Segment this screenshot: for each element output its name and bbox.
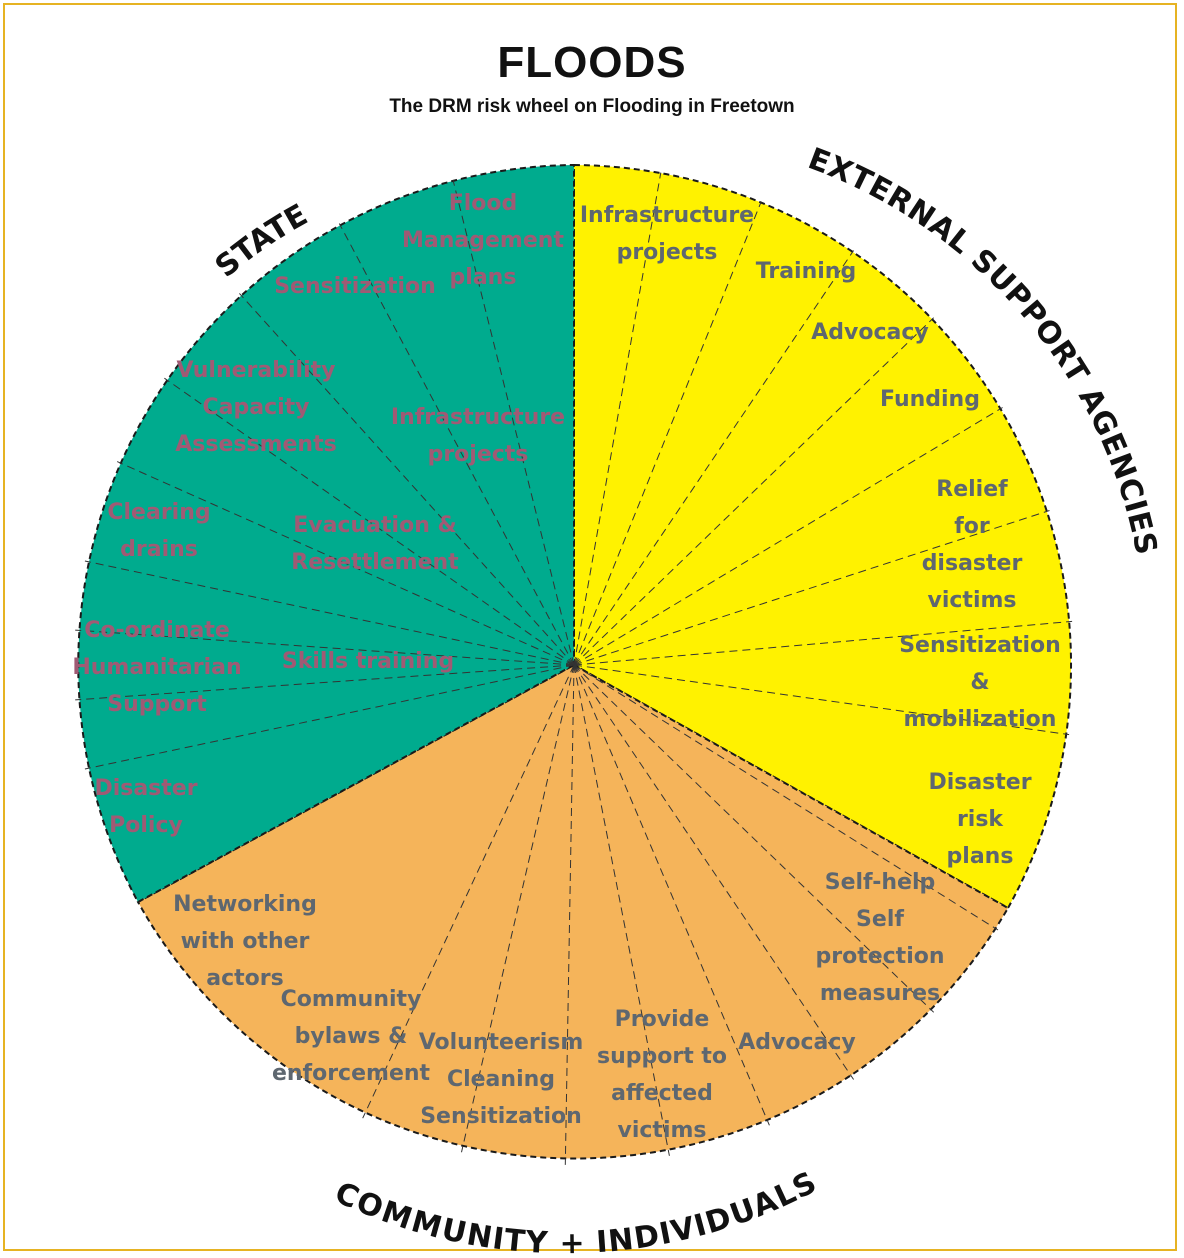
sector-community-individuals <box>136 663 1010 1160</box>
sector-dividers <box>75 172 1073 1165</box>
divider-line <box>239 293 575 666</box>
divider-line <box>75 629 575 666</box>
divider-line <box>573 664 855 1080</box>
divider-line <box>573 250 855 666</box>
external-item-advocacy: Advocacy <box>811 320 929 345</box>
state-item-infrastructure-projects: Infrastructure projects <box>391 405 565 467</box>
divider-line <box>573 664 999 931</box>
external-item-disaster-risk-plans: Disaster risk plans <box>928 770 1031 869</box>
external-item-relief-for-disaster-victims: Relief for disaster victims <box>922 477 1023 613</box>
community-item-networking-with-other-actors: Networking with other actors <box>173 892 317 991</box>
external-item-training: Training <box>756 259 856 284</box>
community-item-provide-support-affected-victims: Provide support to affected victims <box>597 1007 727 1143</box>
state-item-coordinate-humanitarian-support: Co-ordinate Humanitarian Support <box>72 618 241 717</box>
state-item-vulnerability-capacity-assessments: Vulnerability Capacity Assessments <box>175 358 336 457</box>
divider-line <box>338 223 575 666</box>
state-item-skills-training: Skills training <box>282 649 454 674</box>
divider-line <box>362 664 575 1119</box>
state-item-evacuation-resettlement: Evacuation & Resettlement <box>291 513 459 575</box>
divider-line <box>573 510 1050 666</box>
external-item-sensitization-mobilization: Sensitization & mobilization <box>899 633 1061 732</box>
external-item-funding: Funding <box>880 387 980 412</box>
divider-line <box>84 664 575 770</box>
divider-line <box>75 664 575 701</box>
external-item-infrastructure-projects: Infrastructure projects <box>580 203 754 265</box>
diagram-title: FLOODS <box>497 38 687 87</box>
community-item-advocacy: Advocacy <box>738 1030 856 1055</box>
sector-state <box>77 163 575 904</box>
divider-line <box>573 620 1073 666</box>
divider-line <box>564 664 575 1165</box>
community-item-community-bylaws-enforcement: Community bylaws & enforcement <box>272 987 431 1086</box>
community-item-volunteerism-cleaning-sensitization: Volunteerism Cleaning Sensitization <box>419 1030 584 1129</box>
divider-line <box>461 664 575 1153</box>
divider-line <box>573 664 1070 736</box>
item-labels: Flood Management plans Sensitization Infra… <box>72 191 1060 1143</box>
divider-line <box>573 664 935 1013</box>
divider-line <box>116 461 575 666</box>
divider-line <box>573 172 662 666</box>
divider-line <box>573 201 762 666</box>
divider-line <box>573 664 770 1126</box>
divider-line <box>452 179 575 666</box>
state-item-clearing-drains: Clearing drains <box>107 500 210 562</box>
divider-line <box>84 560 575 666</box>
divider-line <box>573 664 670 1156</box>
divider-line <box>573 317 935 666</box>
community-item-self-help-protection-measures: Self-help Self protection measures <box>815 870 944 1006</box>
state-item-sensitization: Sensitization <box>274 274 436 299</box>
sector-external-support-agencies <box>573 163 1072 910</box>
divider-line <box>164 377 575 666</box>
page-frame <box>3 3 1177 1251</box>
state-item-disaster-policy: Disaster Policy <box>94 776 197 838</box>
state-item-flood-management-plans: Flood Management plans <box>402 191 564 290</box>
divider-line <box>573 407 1003 666</box>
sector-title-community: COMMUNITY + INDIVIDUALS <box>329 1165 822 1258</box>
diagram-subtitle: The DRM risk wheel on Flooding in Freeto… <box>389 96 795 117</box>
